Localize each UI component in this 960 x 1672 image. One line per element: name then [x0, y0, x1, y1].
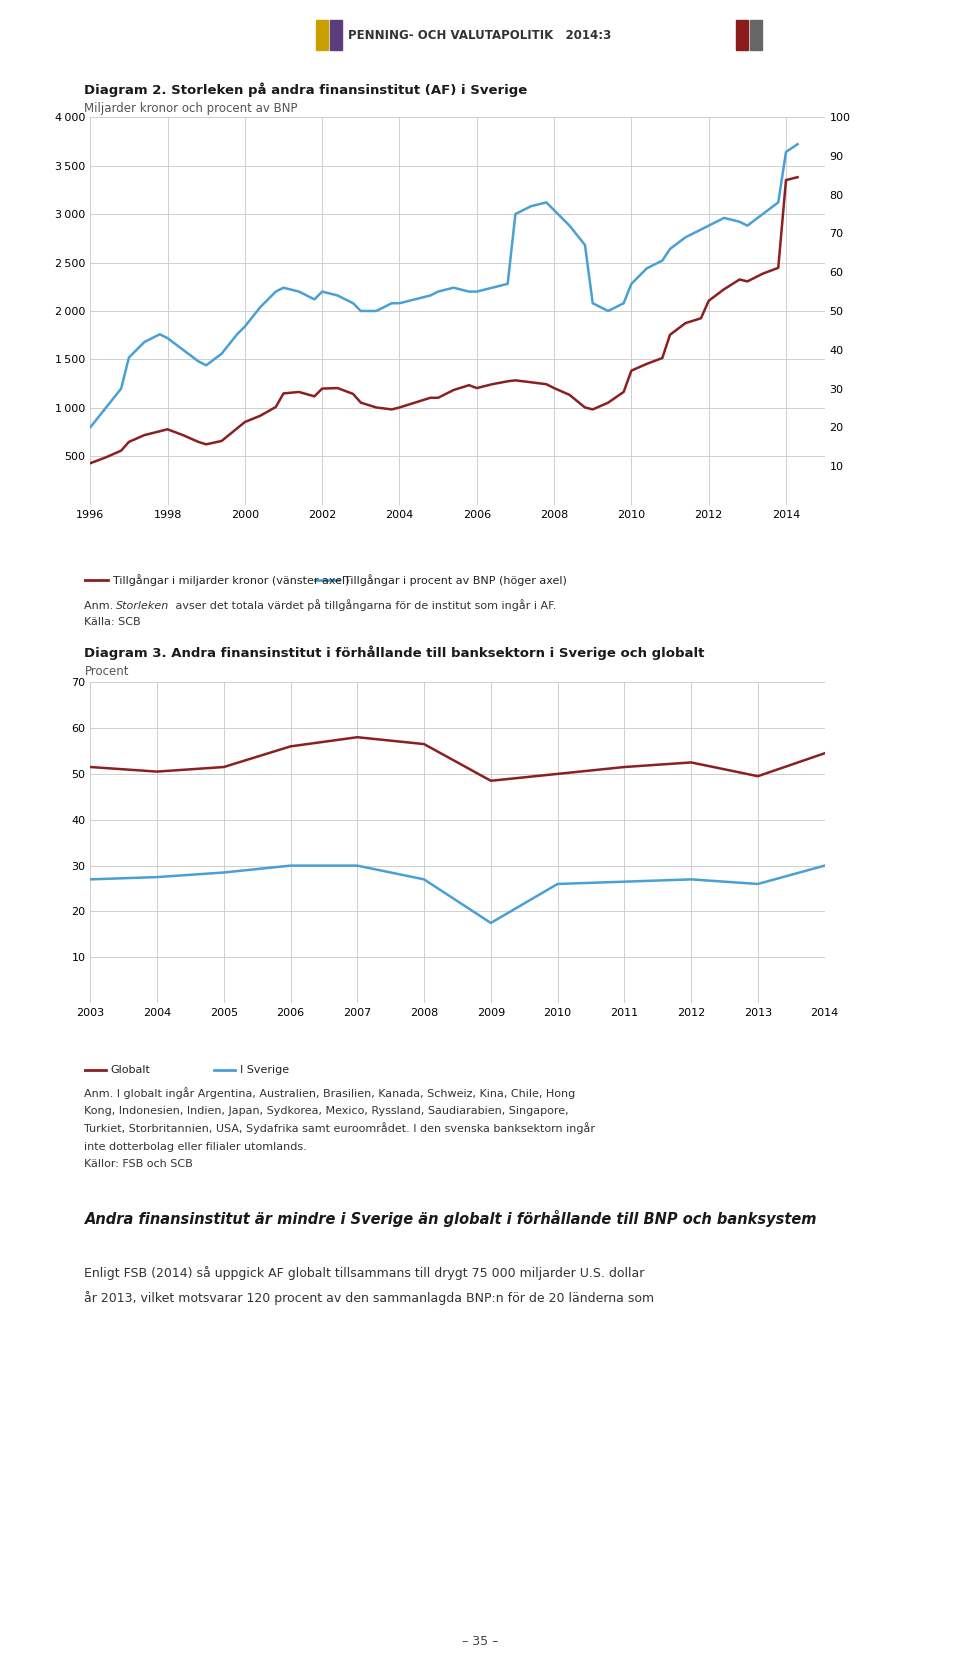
Text: Diagram 2. Storleken på andra finansinstitut (AF) i Sverige: Diagram 2. Storleken på andra finansinst… [84, 82, 528, 97]
Text: inte dotterbolag eller filialer utomlands.: inte dotterbolag eller filialer utomland… [84, 1142, 307, 1152]
Text: Källa: SCB: Källa: SCB [84, 617, 141, 627]
Text: Storleken: Storleken [116, 600, 169, 610]
Text: Tillgångar i miljarder kronor (vänster axel): Tillgångar i miljarder kronor (vänster a… [113, 573, 349, 587]
Text: Anm. I globalt ingår Argentina, Australien, Brasilien, Kanada, Schweiz, Kina, Ch: Anm. I globalt ingår Argentina, Australi… [84, 1087, 576, 1099]
Text: Miljarder kronor och procent av BNP: Miljarder kronor och procent av BNP [84, 102, 298, 115]
Text: Kong, Indonesien, Indien, Japan, Sydkorea, Mexico, Ryssland, Saudiarabien, Singa: Kong, Indonesien, Indien, Japan, Sydkore… [84, 1107, 569, 1117]
Text: Källor: FSB och SCB: Källor: FSB och SCB [84, 1159, 193, 1169]
Bar [316, 20, 328, 50]
Text: PENNING- OCH VALUTAPOLITIK   2014:3: PENNING- OCH VALUTAPOLITIK 2014:3 [348, 28, 612, 42]
Text: avser det totala värdet på tillgångarna för de institut som ingår i AF.: avser det totala värdet på tillgångarna … [172, 599, 556, 610]
Text: Procent: Procent [84, 665, 129, 679]
Text: – 35 –: – 35 – [462, 1635, 498, 1649]
Text: Turkiet, Storbritannien, USA, Sydafrika samt euroområdet. I den svenska banksekt: Turkiet, Storbritannien, USA, Sydafrika … [84, 1122, 595, 1134]
Bar [736, 20, 748, 50]
Bar [750, 20, 762, 50]
Text: Tillgångar i procent av BNP (höger axel): Tillgångar i procent av BNP (höger axel) [344, 573, 566, 587]
Text: Enligt FSB (2014) så uppgick AF globalt tillsammans till drygt 75 000 miljarder : Enligt FSB (2014) så uppgick AF globalt … [84, 1266, 645, 1281]
Text: Globalt: Globalt [110, 1065, 151, 1075]
Text: år 2013, vilket motsvarar 120 procent av den sammanlagda BNP:n för de 20 ländern: år 2013, vilket motsvarar 120 procent av… [84, 1291, 655, 1306]
Text: I Sverige: I Sverige [240, 1065, 289, 1075]
Text: Anm.: Anm. [84, 600, 117, 610]
Text: Andra finansinstitut är mindre i Sverige än globalt i förhållande till BNP och b: Andra finansinstitut är mindre i Sverige… [84, 1211, 817, 1227]
Text: Diagram 3. Andra finansinstitut i förhållande till banksektorn i Sverige och glo: Diagram 3. Andra finansinstitut i förhål… [84, 645, 705, 660]
Bar [330, 20, 342, 50]
